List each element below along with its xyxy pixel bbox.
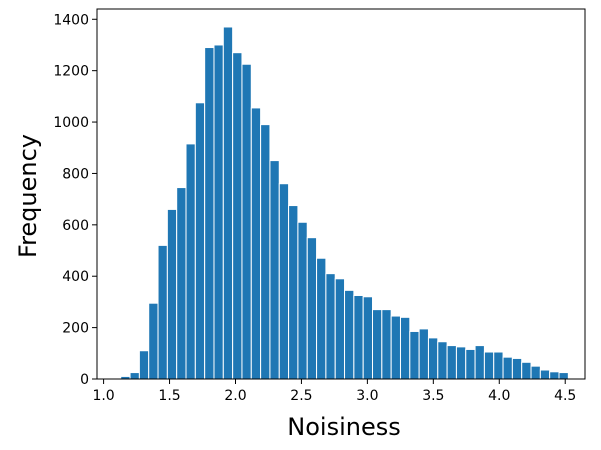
x-tick-label: 4.5 — [554, 388, 576, 404]
x-tick-label: 2.5 — [290, 388, 312, 404]
y-tick-label: 200 — [62, 321, 89, 337]
plot-frame — [96, 8, 586, 380]
histogram-bar — [381, 309, 392, 380]
histogram-bar — [325, 273, 336, 380]
histogram-bar — [427, 337, 439, 380]
x-tick-label: 2.0 — [224, 388, 246, 404]
histogram-bar — [511, 357, 523, 380]
histogram-bar — [297, 221, 308, 380]
histogram-bar — [334, 278, 346, 380]
y-axis-ticks: 0 200 400 600 800 1000 1200 1400 — [53, 12, 97, 388]
histogram-bar — [437, 341, 448, 380]
histogram-bar — [269, 160, 280, 380]
histogram-bar — [306, 237, 318, 380]
y-tick-label: 800 — [62, 166, 89, 182]
histogram-bar — [549, 371, 560, 380]
histogram-bar — [474, 345, 485, 380]
histogram-bar — [232, 52, 243, 380]
histogram-bar — [204, 47, 215, 380]
x-tick-label: 1.5 — [158, 388, 180, 404]
histogram-bar — [157, 244, 168, 380]
x-tick-label: 4.0 — [488, 388, 510, 404]
histogram-bar — [530, 365, 541, 380]
histogram-bar — [418, 328, 429, 380]
histogram-bar — [288, 205, 299, 380]
y-axis-label: Frequency — [14, 134, 42, 258]
y-tick-label: 1200 — [53, 64, 89, 80]
x-tick-label: 1.0 — [92, 388, 114, 404]
x-tick-label: 3.5 — [422, 388, 444, 404]
histogram-bar — [455, 346, 467, 380]
y-tick-label: 1000 — [53, 115, 89, 131]
histogram-bar — [316, 257, 327, 380]
x-axis-ticks: 1.0 1.5 2.0 2.5 3.0 3.5 4.0 4.5 — [92, 379, 576, 404]
histogram-bar — [250, 107, 262, 380]
histogram-bar — [372, 309, 383, 380]
histogram-bar — [390, 315, 401, 380]
x-axis-label: Noisiness — [287, 413, 400, 441]
histogram-bar — [241, 63, 252, 380]
histogram-bar — [399, 316, 411, 380]
histogram-bar — [222, 26, 234, 380]
histogram-bar — [185, 143, 196, 380]
histogram-bar — [278, 183, 290, 380]
histogram-bar — [213, 44, 224, 380]
histogram-bar — [465, 348, 476, 380]
histogram-bar — [176, 187, 187, 380]
histogram-bar — [129, 372, 140, 380]
histogram-bar — [260, 124, 271, 380]
histogram-bar — [344, 289, 355, 380]
histogram-bar — [502, 356, 513, 380]
histogram-bars — [120, 26, 569, 380]
histogram-bar — [558, 372, 569, 380]
histogram-bar — [138, 350, 150, 380]
y-tick-label: 600 — [62, 218, 89, 234]
y-tick-label: 1400 — [53, 12, 89, 28]
histogram-bar — [539, 369, 551, 380]
histogram-bar — [194, 102, 206, 380]
histogram-bar — [409, 330, 420, 380]
histogram-bar — [521, 361, 532, 380]
histogram-bar — [493, 351, 504, 380]
histogram-bar — [148, 302, 159, 380]
histogram-bar — [446, 345, 457, 380]
x-tick-label: 3.0 — [356, 388, 378, 404]
histogram-bar — [166, 208, 178, 380]
histogram-bar — [353, 294, 364, 380]
y-tick-label: 400 — [62, 269, 89, 285]
y-tick-label: 0 — [80, 372, 89, 388]
histogram-bar — [362, 296, 374, 380]
histogram-bar — [483, 351, 495, 380]
